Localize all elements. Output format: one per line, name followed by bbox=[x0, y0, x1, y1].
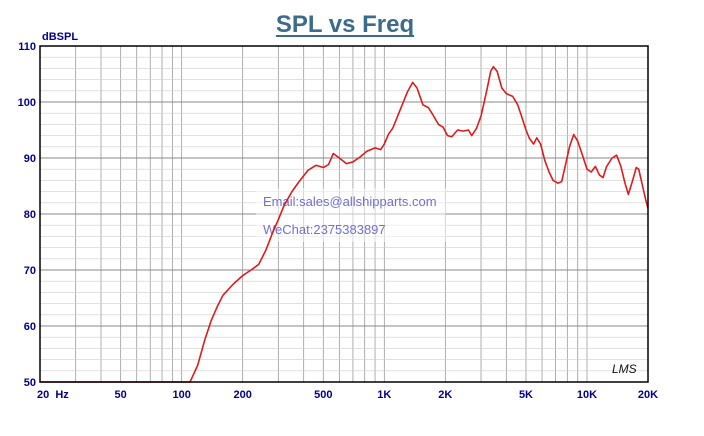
watermark-wechat: WeChat:2375383897 bbox=[263, 222, 386, 237]
plot-border bbox=[39, 45, 649, 383]
y-axis-label: dBSPL bbox=[42, 31, 78, 43]
y-tick-label: 70 bbox=[24, 265, 36, 277]
y-tick-label: 110 bbox=[18, 41, 36, 53]
y-tick-label: 80 bbox=[24, 209, 36, 221]
watermark-backdrop bbox=[256, 188, 446, 242]
x-tick-label: 100 bbox=[172, 389, 190, 401]
x-tick-label: 500 bbox=[314, 389, 332, 401]
x-tick-label: 20K bbox=[638, 389, 658, 401]
spl-curve bbox=[40, 65, 649, 383]
grid-lines bbox=[39, 45, 649, 383]
x-tick-label: 20 Hz bbox=[37, 389, 69, 401]
y-axis-ticks: 50 60 70 80 90 100 110 bbox=[18, 41, 36, 389]
y-tick-label: 100 bbox=[18, 97, 36, 109]
y-tick-label: 90 bbox=[24, 153, 36, 165]
watermark-email: Email:sales@allshipparts.com bbox=[263, 194, 437, 209]
chart-title: SPL vs Freq bbox=[276, 11, 414, 38]
x-tick-label: 1K bbox=[377, 389, 391, 401]
y-tick-label: 60 bbox=[24, 321, 36, 333]
x-axis-ticks: 20 Hz 50 100 200 500 1K 2K 5K 10K 20K bbox=[37, 389, 658, 401]
x-tick-label: 200 bbox=[233, 389, 251, 401]
x-tick-label: 2K bbox=[438, 389, 452, 401]
lms-logo: LMS bbox=[612, 362, 637, 376]
watermark: Email:sales@allshipparts.com WeChat:2375… bbox=[256, 188, 446, 242]
x-tick-label: 5K bbox=[519, 389, 533, 401]
x-tick-label: 10K bbox=[577, 389, 597, 401]
x-tick-label: 50 bbox=[115, 389, 127, 401]
y-tick-label: 50 bbox=[24, 377, 36, 389]
